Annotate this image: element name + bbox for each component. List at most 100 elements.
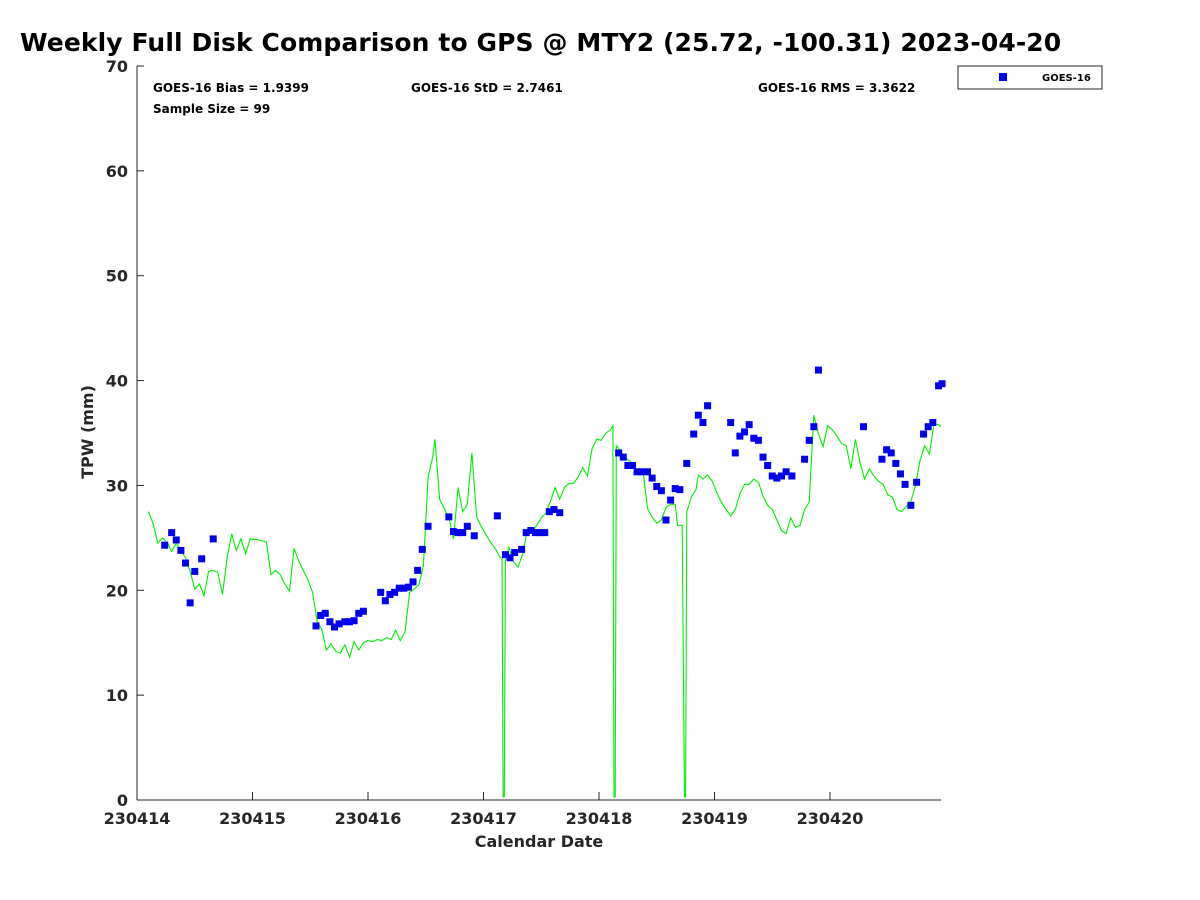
goes16-point: [676, 486, 684, 494]
legend-box: [957, 65, 1103, 90]
goes16-point: [764, 462, 772, 470]
goes16-point: [459, 529, 467, 537]
goes16-point: [400, 584, 408, 592]
goes16-point: [536, 529, 544, 537]
y-tick-label: 30: [106, 476, 128, 495]
x-tick-label: 230414: [104, 809, 171, 828]
goes16-point: [556, 509, 564, 517]
goes16-point: [321, 609, 329, 617]
goes16-point: [913, 478, 921, 486]
goes16-point: [633, 468, 641, 476]
goes16-point: [418, 545, 426, 553]
goes16-point: [409, 578, 417, 586]
y-axis-title: TPW (mm): [78, 385, 97, 479]
goes16-point: [381, 597, 389, 605]
goes16-point: [377, 588, 385, 596]
goes16-point: [186, 599, 194, 607]
goes16-point: [754, 436, 762, 444]
goes16-point: [907, 501, 915, 509]
goes16-point: [657, 487, 665, 495]
goes16-point: [182, 559, 190, 567]
goes16-point: [445, 513, 453, 521]
goes16-point: [878, 455, 886, 463]
y-tick-label: 70: [106, 57, 128, 76]
goes16-point: [782, 468, 790, 476]
goes16-point: [683, 459, 691, 467]
goes16-point: [704, 402, 712, 410]
goes16-point: [518, 545, 526, 553]
y-tick-label: 20: [106, 581, 128, 600]
goes16-point: [493, 512, 501, 520]
goes16-point: [355, 609, 363, 617]
goes16-point: [404, 583, 412, 591]
goes16-point: [541, 529, 549, 537]
goes16-point: [177, 546, 185, 554]
goes16-point: [731, 449, 739, 457]
goes16-point: [414, 566, 422, 574]
stat-sample-size: Sample Size = 99: [153, 102, 270, 116]
goes16-point: [454, 529, 462, 537]
goes16-point: [801, 455, 809, 463]
goes16-point: [346, 618, 354, 626]
y-tick-label: 40: [106, 372, 128, 391]
goes16-point: [638, 468, 646, 476]
y-tick-label: 0: [117, 791, 128, 810]
goes16-point: [887, 449, 895, 457]
goes16-point: [667, 496, 675, 504]
goes16-point: [317, 611, 325, 619]
goes16-point: [449, 528, 457, 536]
goes16-point: [662, 516, 670, 524]
goes16-point: [694, 411, 702, 419]
goes16-point: [359, 607, 367, 615]
legend-label-goes16: GOES-16: [1042, 73, 1091, 84]
goes16-point: [198, 555, 206, 563]
goes16-point: [805, 436, 813, 444]
goes16-point: [920, 430, 928, 438]
x-tick-label: 230419: [681, 809, 748, 828]
goes16-point: [312, 622, 320, 630]
goes16-point: [699, 419, 707, 427]
goes16-point: [511, 549, 519, 557]
goes16-point: [624, 462, 632, 470]
stat-std: GOES-16 StD = 2.7461: [411, 81, 563, 95]
goes16-point: [395, 584, 403, 592]
chart-title: Weekly Full Disk Comparison to GPS @ MTY…: [20, 28, 1062, 57]
x-tick-label: 230415: [219, 809, 286, 828]
goes16-point: [810, 423, 818, 431]
goes16-point: [531, 529, 539, 537]
stat-rms: GOES-16 RMS = 3.3622: [758, 81, 915, 95]
goes16-point: [628, 462, 636, 470]
goes16-point: [773, 474, 781, 482]
goes16-point: [741, 428, 749, 436]
x-axis-title: Calendar Date: [475, 832, 604, 851]
goes16-point: [391, 588, 399, 596]
goes16-point: [172, 536, 180, 544]
goes16-point: [209, 535, 217, 543]
goes16-point: [470, 532, 478, 540]
goes16-point: [335, 620, 343, 628]
goes16-point: [883, 446, 891, 454]
y-tick-label: 60: [106, 162, 128, 181]
gps-series-line: [148, 415, 941, 798]
goes16-point: [929, 419, 937, 427]
goes16-point: [750, 434, 758, 442]
goes16-point: [424, 522, 432, 530]
goes16-point: [506, 554, 514, 562]
goes16-point: [938, 380, 946, 388]
x-tick-label: 230420: [797, 809, 864, 828]
goes16-point: [777, 472, 785, 480]
goes16-point: [168, 529, 176, 537]
goes16-point: [615, 449, 623, 457]
goes16-point: [619, 453, 627, 461]
goes16-point: [326, 618, 334, 626]
goes16-point: [736, 432, 744, 440]
goes16-point: [759, 453, 767, 461]
x-tick-label: 230418: [566, 809, 633, 828]
goes16-point: [727, 419, 735, 427]
goes16-point: [671, 485, 679, 493]
goes16-point: [161, 541, 169, 549]
goes16-point: [892, 459, 900, 467]
goes16-point: [653, 482, 661, 490]
goes16-point: [527, 527, 535, 535]
x-tick-label: 230416: [335, 809, 402, 828]
